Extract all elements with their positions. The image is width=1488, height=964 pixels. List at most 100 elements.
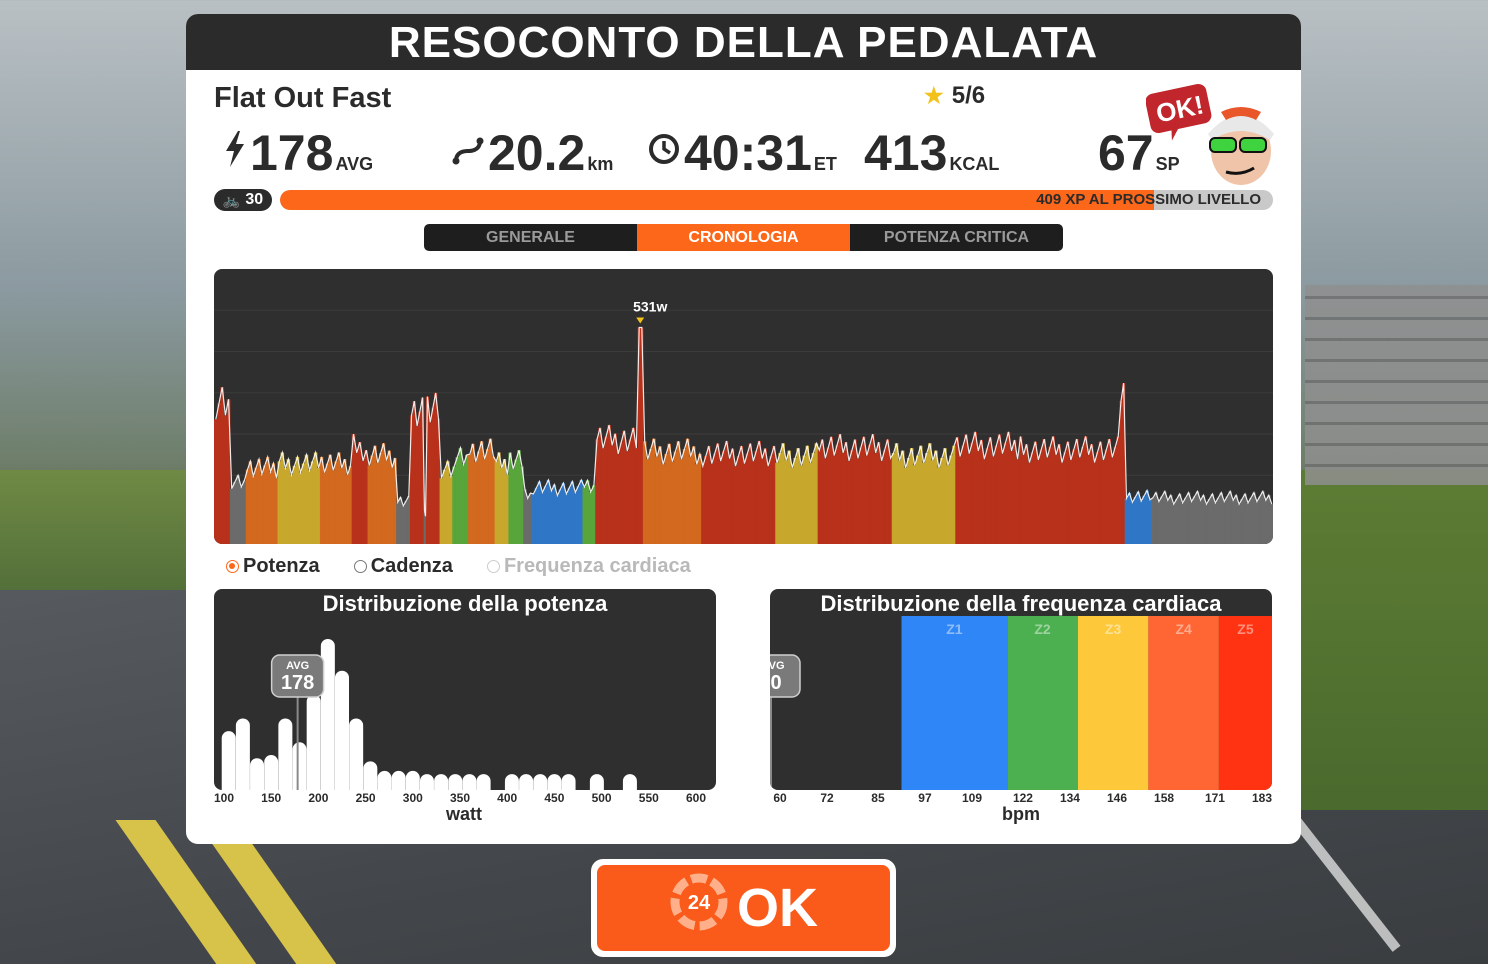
timeline-bar	[793, 457, 797, 544]
timeline-bar	[757, 441, 761, 544]
timeline-bar	[1127, 493, 1132, 544]
hr-zone-label: Z2	[1034, 621, 1051, 637]
avg-badge	[270, 654, 325, 698]
timeline-bar	[1252, 492, 1256, 544]
timeline-bar	[1015, 459, 1020, 544]
xp-progress-bar: 409 XP AL PROSSIMO LIVELLO	[280, 190, 1273, 210]
legend-label: Cadenza	[370, 555, 453, 577]
stat-elapsed-time: 40:31 ET	[648, 126, 837, 180]
timeline-bar	[778, 453, 782, 544]
timeline-svg: 531w	[214, 299, 1273, 544]
tick-label: 400	[497, 791, 518, 805]
timeline-bar	[628, 439, 633, 544]
timeline-bar	[1255, 501, 1259, 544]
timeline-bar	[637, 327, 641, 544]
timeline-bar	[817, 450, 822, 544]
timeline-bar	[1154, 492, 1158, 544]
timeline-bar	[871, 434, 875, 544]
timeline-bar	[1012, 440, 1017, 544]
timeline-bar	[316, 468, 321, 544]
timeline-bar	[707, 446, 711, 544]
timeline-bar	[748, 443, 753, 544]
timeline-bar	[1098, 441, 1103, 544]
clock-icon	[648, 132, 680, 174]
timeline-bar	[1086, 454, 1091, 544]
tick-label: 122	[1012, 791, 1033, 805]
tick-label: 450	[544, 791, 565, 805]
tab-generale[interactable]: GENERALE	[486, 229, 575, 246]
power-histogram-bar	[363, 761, 378, 790]
xp-remaining-text: 409 XP AL PROSSIMO LIVELLO	[1036, 191, 1261, 208]
timeline-bar	[468, 454, 472, 544]
background-grass	[0, 470, 190, 590]
timeline-bar	[710, 463, 714, 544]
timeline-bar	[354, 452, 359, 544]
tick-label: 300	[402, 791, 423, 805]
power-histogram-bar	[448, 774, 463, 790]
chart-legend: Potenza Cadenza Frequenza cardiaca	[226, 555, 691, 578]
timeline-bar	[1072, 449, 1076, 544]
timeline-bar	[1189, 501, 1194, 544]
timeline-bar	[1180, 502, 1185, 544]
legend-cadenza[interactable]: Cadenza	[353, 555, 453, 578]
timeline-bar	[946, 465, 950, 544]
timeline-bar	[592, 485, 596, 544]
timeline-bar	[1003, 442, 1008, 544]
level-badge: 🚲 30	[214, 189, 272, 211]
stat-unit: SP	[1155, 154, 1180, 174]
legend-frequenza-cardiaca[interactable]: Frequenza cardiaca	[486, 555, 691, 578]
ok-button[interactable]: 24 OK	[591, 859, 896, 957]
timeline-bar	[882, 450, 887, 544]
timeline-bar	[943, 448, 947, 544]
timeline-bar	[625, 451, 630, 544]
xp-progress-fill	[280, 190, 1154, 210]
power-histogram-bar	[519, 774, 534, 790]
power-histogram-bar	[306, 694, 321, 790]
timeline-bar	[307, 470, 312, 544]
timeline-bar	[952, 445, 956, 544]
tab-potenza-critica[interactable]: POTENZA CRITICA	[883, 229, 1030, 246]
chart-title: Distribuzione della frequenza cardiaca	[820, 591, 1222, 616]
tick-label: 109	[962, 791, 983, 805]
timeline-bar	[610, 445, 614, 544]
ride-on-24-icon: 24	[669, 872, 729, 945]
timeline-bar	[985, 448, 990, 544]
timeline-bar	[325, 463, 330, 544]
tick-label: 200	[308, 791, 329, 805]
timeline-bar	[319, 456, 324, 544]
power-histogram-bar	[589, 774, 604, 790]
timeline-bar	[1124, 498, 1129, 544]
avg-badge-value: 178	[281, 672, 314, 694]
timeline-bar	[251, 476, 255, 544]
timeline-bar	[1142, 495, 1146, 544]
hr-zone-z5	[1218, 616, 1272, 790]
timeline-bar	[736, 456, 741, 544]
timeline-bar	[745, 453, 750, 544]
timeline-bar	[769, 456, 773, 544]
hr-zone-label: Z5	[1237, 621, 1254, 637]
timeline-bar	[455, 457, 460, 544]
timeline-bar	[642, 441, 647, 544]
timeline-bar	[420, 397, 425, 544]
power-histogram-bar	[547, 774, 562, 790]
stat-calories: 413 KCAL	[864, 126, 999, 180]
timeline-bar	[334, 461, 338, 544]
timeline-bar	[1198, 500, 1203, 544]
timeline-bar	[1083, 436, 1088, 544]
timeline-bar	[474, 461, 478, 544]
timeline-bar	[900, 450, 905, 544]
power-histogram-bar	[561, 774, 576, 790]
tab-cronologia[interactable]: CRONOLOGIA	[637, 224, 850, 251]
timeline-bar	[328, 454, 332, 544]
timeline-bar	[214, 419, 218, 544]
power-histogram-bar	[533, 774, 548, 790]
timeline-bar	[401, 505, 405, 544]
timeline-bar	[537, 481, 542, 544]
legend-potenza[interactable]: Potenza	[226, 555, 320, 578]
power-histogram-bar	[622, 774, 637, 790]
timeline-bar	[425, 396, 430, 544]
timeline-bar	[500, 468, 504, 544]
timeline-bar	[958, 456, 962, 544]
timeline-bar	[1095, 452, 1100, 544]
timeline-bar	[1024, 444, 1029, 544]
